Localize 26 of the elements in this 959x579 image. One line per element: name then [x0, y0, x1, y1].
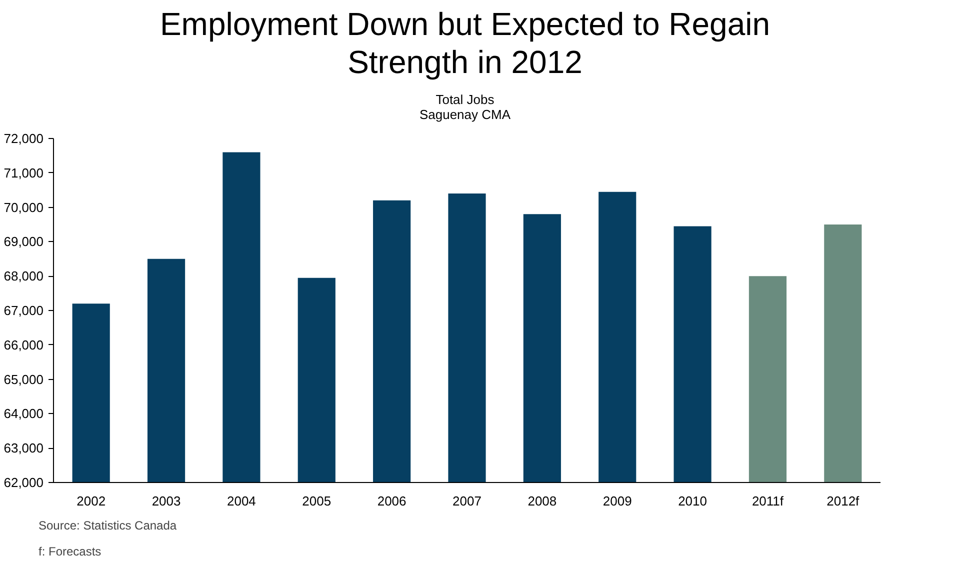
chart-subtitle: Total Jobs Saguenay CMA	[419, 92, 511, 123]
x-tick-label: 2005	[302, 493, 332, 508]
x-tick-label: 2012f	[826, 493, 860, 508]
y-tick-label: 70,000	[4, 200, 44, 215]
y-tick-label: 69,000	[4, 234, 44, 250]
x-tick-label: 2004	[226, 493, 256, 508]
x-tick-label: 2007	[452, 493, 482, 508]
y-tick-label: 66,000	[4, 337, 44, 352]
x-tick-label: 2011f	[752, 493, 784, 508]
text: f: Forecasts	[38, 544, 102, 558]
x-tick-label: 2006	[377, 493, 406, 508]
x-tick-label: 2008	[528, 493, 557, 508]
y-tick-label: 68,000	[4, 268, 44, 284]
x-tick-label: 2010	[678, 493, 708, 508]
y-tick-label: 71,000	[4, 165, 44, 180]
y-tick-label: 72,000	[4, 130, 44, 146]
chart-title: Employment Down but Expected to Regain Strength in 2012	[160, 5, 770, 82]
source-note: Source: Statistics Canada	[38, 518, 177, 532]
y-tick-label: 63,000	[4, 440, 44, 456]
y-tick-label: 64,000	[4, 406, 44, 422]
x-tick-label: 2003	[152, 493, 181, 508]
x-tick-label: 2002	[76, 493, 106, 508]
y-tick-label: 67,000	[4, 302, 44, 318]
y-tick-label: 65,000	[4, 372, 44, 387]
y-tick-label: 62,000	[4, 474, 44, 490]
x-tick-label: 2009	[602, 493, 632, 508]
